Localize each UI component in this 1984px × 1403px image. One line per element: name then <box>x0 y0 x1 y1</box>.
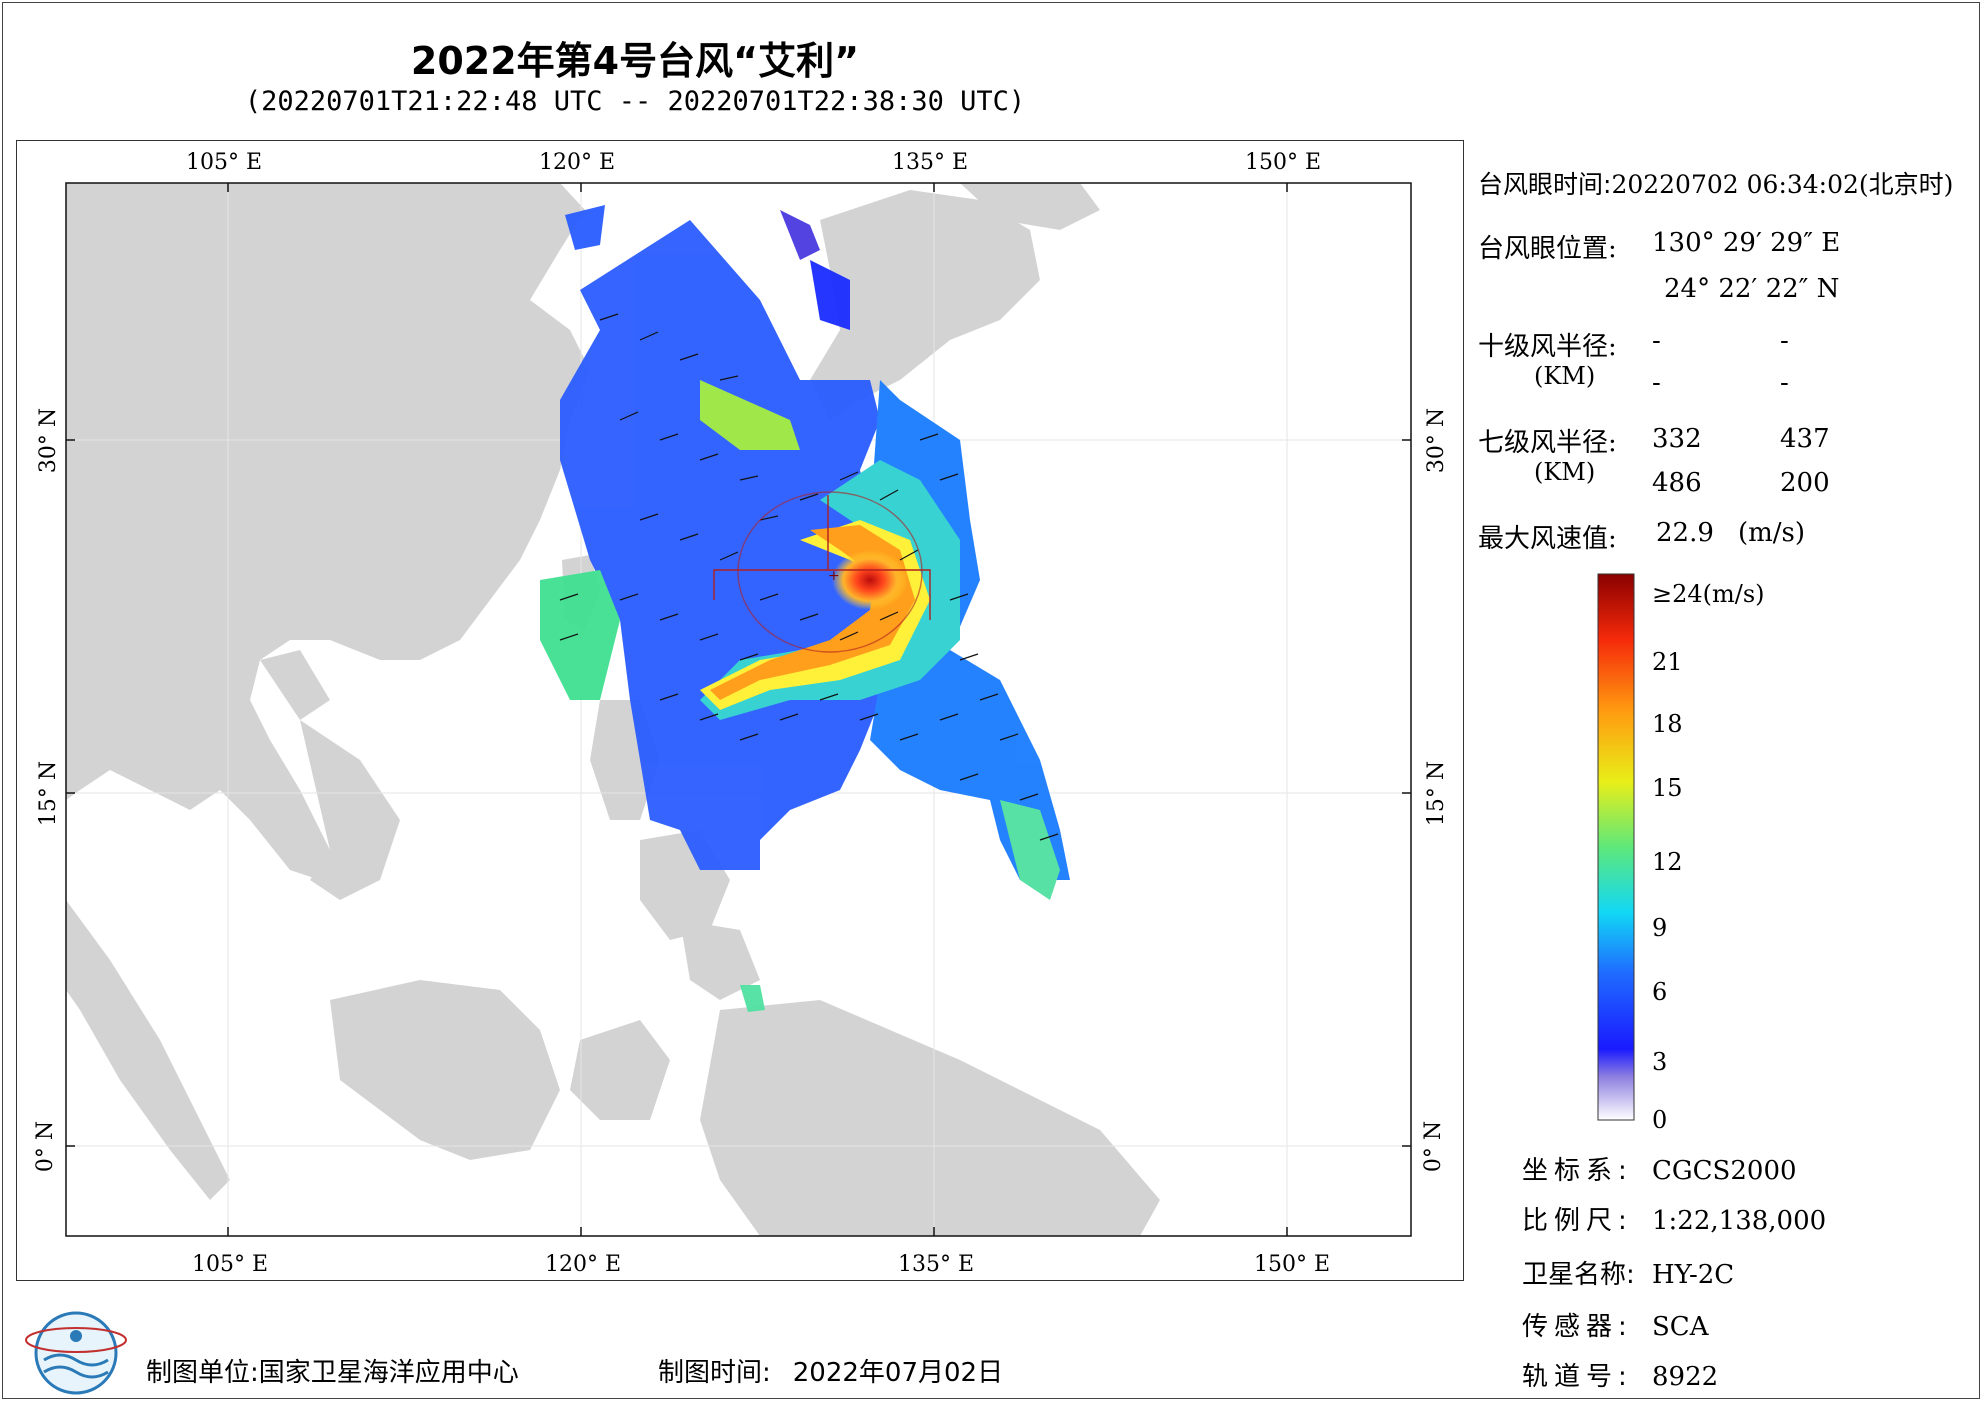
colorbar-bar <box>1597 573 1635 1121</box>
wind-radius-circles <box>713 491 931 653</box>
lon-label-bottom-120: 120° E <box>545 1252 622 1277</box>
lon-label-top-135: 135° E <box>892 150 969 175</box>
eye-pos-label: 台风眼位置: <box>1478 234 1617 264</box>
r10-value-sw: - <box>1652 368 1661 398</box>
satellite-value: HY-2C <box>1652 1260 1735 1290</box>
sensor-row: 传感器: SCA <box>1522 1306 1708 1343</box>
eye-time-row: 台风眼时间:20220702 06:34:02(北京时) <box>1478 165 1953 201</box>
r10-label: 十级风半径: <box>1478 332 1617 362</box>
map-border <box>65 182 1412 1237</box>
colorbar-label-3: 3 <box>1652 1048 1668 1076</box>
footer-time-value: 2022年07月02日 <box>792 1358 1004 1388</box>
max-wind-unit: (m/s) <box>1738 518 1806 548</box>
wind-barbs <box>559 313 1059 841</box>
lat-label-left-15: 15° N <box>36 760 62 827</box>
r7-value-nw: 200 <box>1780 468 1830 498</box>
lat-label-left-30: 30° N <box>36 407 62 474</box>
colorbar-label-12: 12 <box>1652 848 1683 876</box>
colorbar-label-18: 18 <box>1652 710 1683 738</box>
orbit-label: 轨道号: <box>1522 1362 1633 1392</box>
colorbar-label-15: 15 <box>1652 774 1683 802</box>
lon-label-top-150: 150° E <box>1245 150 1322 175</box>
lat-label-right-30: 30° N <box>1424 407 1450 474</box>
footer-unit: 制图单位:国家卫星海洋应用中心 <box>146 1352 519 1389</box>
lon-label-bottom-150: 150° E <box>1254 1252 1331 1277</box>
footer-time: 制图时间: 2022年07月02日 <box>658 1352 1003 1389</box>
r10-value-ne: - <box>1652 326 1661 356</box>
map-title: 2022年第4号台风“艾利” <box>410 39 860 83</box>
map-panel <box>16 140 1464 1281</box>
lon-label-top-120: 120° E <box>539 150 616 175</box>
lon-label-bottom-135: 135° E <box>898 1252 975 1277</box>
scale-row: 比例尺: 1:22,138,000 <box>1522 1200 1826 1237</box>
soa-logo-icon <box>25 1311 127 1395</box>
eye-time-label: 台风眼时间: <box>1478 170 1612 199</box>
land-masses <box>66 183 1160 1236</box>
lat-label-right-15: 15° N <box>1424 760 1450 827</box>
max-wind-label: 最大风速值: <box>1478 524 1617 554</box>
colorbar-label-21: 21 <box>1652 648 1683 676</box>
colorbar-label-24: ≥24(m/s) <box>1652 580 1765 608</box>
scale-value: 1:22,138,000 <box>1652 1206 1827 1236</box>
orbit-value: 8922 <box>1652 1362 1719 1392</box>
sensor-label: 传感器: <box>1522 1312 1633 1342</box>
lat-label-right-0: 0° N <box>1421 1120 1447 1173</box>
r10-value-se: - <box>1780 326 1789 356</box>
orbit-row: 轨道号: 8922 <box>1522 1356 1718 1393</box>
lon-label-top-105: 105° E <box>186 150 263 175</box>
map-subtitle: (20220701T21:22:48 UTC -- 20220701T22:38… <box>244 86 1026 117</box>
footer-unit-label: 制图单位: <box>146 1358 259 1388</box>
eye-lon-value: 130° 29′ 29″ E <box>1652 228 1841 258</box>
colorbar-label-6: 6 <box>1652 978 1668 1006</box>
r7-value-sw: 486 <box>1652 468 1702 498</box>
lon-label-bottom-105: 105° E <box>192 1252 269 1277</box>
colorbar-label-9: 9 <box>1652 914 1668 942</box>
axis-ticks <box>66 183 1411 1236</box>
scale-label: 比例尺: <box>1522 1206 1633 1236</box>
r7-unit: (KM) <box>1534 458 1596 486</box>
sensor-value: SCA <box>1652 1312 1709 1342</box>
crs-row: 坐标系: CGCS2000 <box>1522 1150 1797 1187</box>
lat-label-left-0: 0° N <box>33 1120 59 1173</box>
eye-lat-value: 24° 22′ 22″ N <box>1664 274 1840 304</box>
wind-swath <box>540 205 1070 1012</box>
crs-value: CGCS2000 <box>1652 1156 1797 1186</box>
eye-time-value: 20220702 06:34:02(北京时) <box>1611 170 1954 199</box>
typhoon-eye-marker: + <box>828 568 840 584</box>
r7-label: 七级风半径: <box>1478 428 1617 458</box>
max-wind-value: 22.9 <box>1656 518 1714 548</box>
r7-value-se: 437 <box>1780 424 1830 454</box>
footer-time-label: 制图时间: <box>658 1358 771 1388</box>
footer-unit-value: 国家卫星海洋应用中心 <box>258 1358 519 1388</box>
satellite-row: 卫星名称: HY-2C <box>1522 1254 1734 1291</box>
r10-value-nw: - <box>1780 368 1789 398</box>
colorbar-label-0: 0 <box>1652 1106 1668 1134</box>
satellite-label: 卫星名称: <box>1522 1260 1635 1290</box>
r10-unit: (KM) <box>1534 362 1596 390</box>
r7-value-ne: 332 <box>1652 424 1702 454</box>
crs-label: 坐标系: <box>1522 1156 1633 1186</box>
